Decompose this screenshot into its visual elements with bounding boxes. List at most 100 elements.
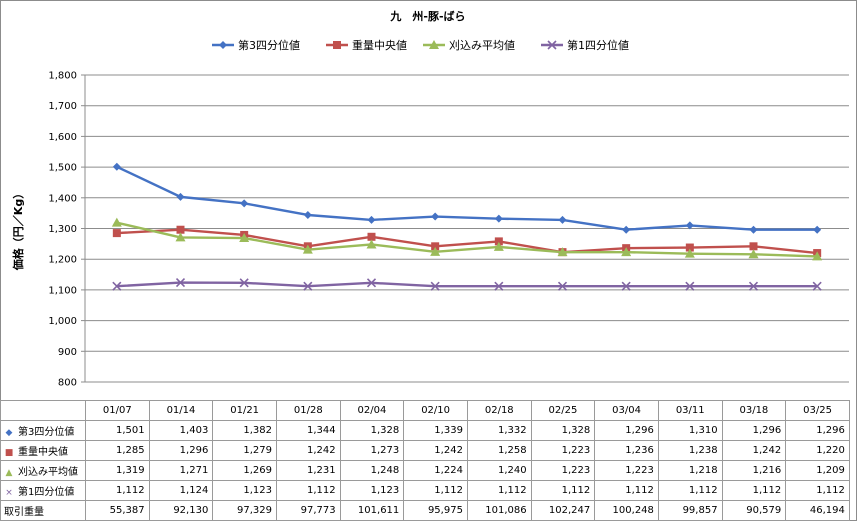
data-label: 95,975 bbox=[403, 500, 468, 521]
data-point bbox=[749, 225, 758, 234]
data-label: 1,112 bbox=[85, 480, 150, 501]
data-point bbox=[111, 217, 122, 227]
y-tick-label: 1,300 bbox=[48, 224, 77, 235]
data-point bbox=[431, 242, 440, 251]
data-label: 1,231 bbox=[275, 460, 341, 481]
data-label: 1,223 bbox=[530, 460, 596, 481]
data-label: 1,344 bbox=[275, 420, 341, 441]
series-3 bbox=[111, 217, 823, 261]
data-point bbox=[431, 212, 440, 221]
series-line bbox=[116, 165, 818, 231]
row-label-text: 取引重量 bbox=[4, 507, 44, 518]
data-label: 1,269 bbox=[212, 460, 277, 481]
data-point bbox=[429, 40, 439, 49]
legend-key-icon: ■ bbox=[4, 448, 14, 458]
x-category-label: 02/25 bbox=[530, 400, 596, 421]
row-label: ▲ 刈込み平均値 bbox=[0, 460, 86, 481]
legend-item: 第1四分位値 bbox=[541, 38, 629, 52]
data-label: 1,296 bbox=[148, 440, 214, 461]
data-point bbox=[175, 232, 186, 242]
data-label: 1,271 bbox=[148, 460, 214, 481]
data-point bbox=[175, 277, 186, 288]
table-row: ◆ 第3四分位値 1,501 1,403 1,382 1,344 1,328 1,339 1,3… bbox=[0, 420, 850, 441]
y-tick-label: 1,200 bbox=[48, 255, 77, 266]
x-category-label: 01/21 bbox=[212, 400, 277, 421]
data-point bbox=[112, 229, 121, 238]
y-tick-label: 1,600 bbox=[48, 132, 77, 143]
data-label: 1,382 bbox=[212, 420, 277, 441]
y-tick-label: 1,500 bbox=[48, 163, 77, 174]
data-point bbox=[303, 281, 313, 291]
data-label: 1,332 bbox=[466, 420, 532, 441]
y-tick-label: 900 bbox=[58, 347, 77, 358]
series-1 bbox=[112, 162, 822, 234]
data-label: 46,194 bbox=[785, 500, 850, 521]
data-label: 1,236 bbox=[594, 440, 659, 461]
x-category-label: 01/28 bbox=[275, 400, 341, 421]
data-point bbox=[176, 225, 185, 234]
data-label: 100,248 bbox=[594, 500, 659, 521]
row-label: 取引重量 bbox=[0, 500, 86, 521]
y-tick-label: 1,700 bbox=[48, 101, 77, 112]
data-point bbox=[558, 215, 567, 224]
data-label: 1,112 bbox=[403, 480, 468, 501]
data-label: 1,248 bbox=[339, 460, 405, 481]
legend-key-icon: ◆ bbox=[5, 428, 13, 438]
data-point bbox=[333, 41, 341, 49]
data-point bbox=[557, 247, 568, 257]
row-label-text: 第3四分位値 bbox=[18, 427, 75, 438]
data-label: 1,123 bbox=[212, 480, 277, 501]
x-category-label: 03/18 bbox=[721, 400, 787, 421]
x-category-label: 02/18 bbox=[466, 400, 532, 421]
data-point bbox=[494, 214, 503, 223]
legend-item: 重量中央値 bbox=[326, 38, 407, 52]
legend-item: 第3四分位値 bbox=[212, 38, 300, 52]
data-point bbox=[493, 241, 504, 251]
legend: 第3四分位値 重量中央値 刈込み平均値 第1四分位値 bbox=[212, 38, 629, 52]
data-label: 1,124 bbox=[148, 480, 214, 501]
y-axis-label: 価格（円／Kg） bbox=[11, 188, 25, 271]
data-point bbox=[302, 244, 313, 254]
data-label: 1,339 bbox=[403, 420, 468, 441]
data-label: 1,279 bbox=[212, 440, 277, 461]
data-label: 1,218 bbox=[657, 460, 723, 481]
x-category-label: 03/25 bbox=[785, 400, 850, 421]
data-point bbox=[813, 225, 822, 234]
data-label: 102,247 bbox=[530, 500, 596, 521]
data-point bbox=[547, 40, 557, 50]
data-label: 1,328 bbox=[339, 420, 405, 441]
series-layer bbox=[111, 162, 823, 291]
data-label: 1,273 bbox=[339, 440, 405, 461]
data-point bbox=[494, 237, 503, 246]
data-label: 1,258 bbox=[466, 440, 532, 461]
x-category-label: 01/07 bbox=[85, 400, 150, 421]
data-point bbox=[621, 281, 631, 291]
series-2 bbox=[112, 225, 822, 258]
data-label: 90,579 bbox=[721, 500, 787, 521]
legend-label: 刈込み平均値 bbox=[449, 39, 515, 52]
series-line bbox=[116, 281, 818, 288]
y-axis-ticks: 800 900 1,000 1,100 1,200 1,300 1,400 1,500 1,60… bbox=[48, 71, 77, 389]
row-label: ◆ 第3四分位値 bbox=[0, 420, 86, 441]
legend-label: 第3四分位値 bbox=[238, 38, 300, 52]
data-point bbox=[219, 41, 227, 49]
row-label-text: 第1四分位値 bbox=[18, 487, 75, 498]
data-label: 101,086 bbox=[466, 500, 532, 521]
data-point bbox=[366, 278, 377, 288]
x-category-label: 02/10 bbox=[403, 400, 468, 421]
data-point bbox=[557, 281, 568, 291]
x-category-label: 03/04 bbox=[594, 400, 659, 421]
data-label: 1,328 bbox=[530, 420, 596, 441]
x-category-label: 01/14 bbox=[148, 400, 214, 421]
y-tick-label: 1,400 bbox=[48, 193, 77, 204]
data-point bbox=[239, 278, 249, 288]
row-label-text: 刈込み平均値 bbox=[18, 467, 78, 478]
table-corner-cell bbox=[0, 400, 86, 421]
legend-key-icon: ▲ bbox=[5, 468, 13, 478]
data-label: 1,220 bbox=[785, 440, 850, 461]
y-tick-label: 800 bbox=[58, 378, 77, 389]
row-label-text: 重量中央値 bbox=[18, 447, 68, 458]
data-point bbox=[176, 192, 185, 201]
legend-label: 第1四分位値 bbox=[567, 38, 629, 52]
data-label: 1,242 bbox=[275, 440, 341, 461]
